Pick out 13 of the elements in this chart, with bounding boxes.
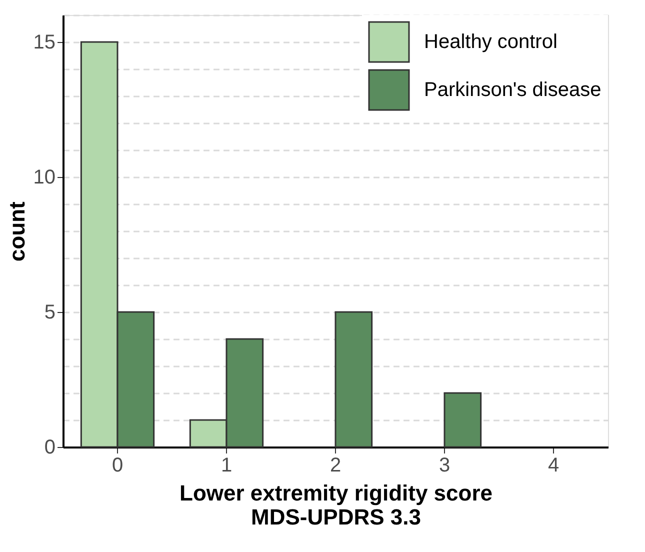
y-tick-label: 5 [44,302,56,324]
y-tick-label: 0 [44,436,56,458]
y-axis-title: count [4,200,30,262]
legend-label: Parkinson's disease [424,79,602,101]
y-tick-label: 10 [33,166,56,188]
x-tick-label: 1 [220,454,232,476]
x-tick-label: 0 [112,454,124,476]
x-axis-title: Lower extremity rigidity score MDS-UPDRS 3.3 [180,480,492,530]
legend-label: Healthy control [424,31,558,53]
x-tick-label: 4 [548,454,560,476]
y-tick-label: 15 [33,32,56,54]
x-tick-label: 3 [438,454,450,476]
x-tick-label: 2 [330,454,342,476]
